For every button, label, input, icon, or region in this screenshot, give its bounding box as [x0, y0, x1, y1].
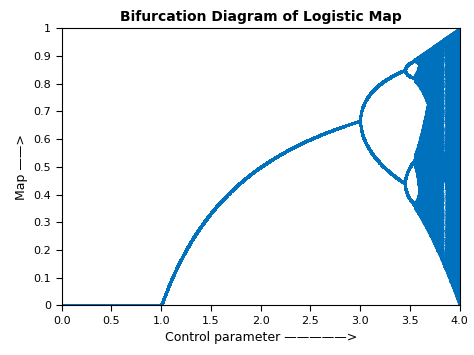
X-axis label: Control parameter —————>: Control parameter —————>	[164, 331, 357, 344]
Title: Bifurcation Diagram of Logistic Map: Bifurcation Diagram of Logistic Map	[120, 10, 401, 24]
Y-axis label: Map ——>: Map ——>	[15, 134, 28, 200]
